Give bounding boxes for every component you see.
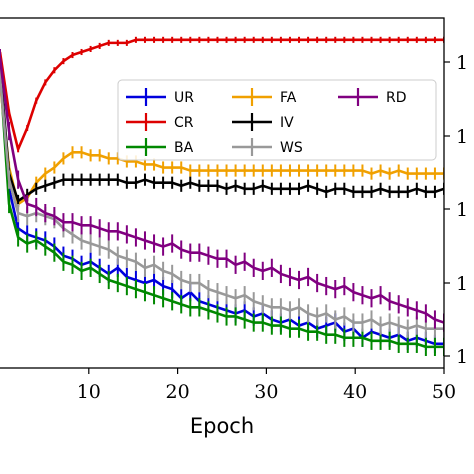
- right-y-axis: 1 1 1 1 1: [444, 52, 468, 368]
- legend-item-cr: CR: [126, 113, 194, 131]
- legend-item-ws: WS: [232, 138, 303, 156]
- legend-label: CR: [174, 115, 194, 131]
- legend-label: IV: [280, 115, 294, 131]
- legend-box: [117, 79, 437, 161]
- legend: UR CR BA FA IV WS RD: [117, 79, 437, 161]
- legend-label: BA: [174, 140, 194, 156]
- x-tick-label: 10: [77, 381, 101, 403]
- x-tick-label: 50: [432, 381, 456, 403]
- legend-item-fa: FA: [232, 88, 297, 106]
- x-tick-label: 40: [343, 381, 367, 403]
- y-tick-label: 1: [456, 126, 468, 148]
- series-line-iv: [0, 67, 444, 203]
- legend-label: RD: [386, 90, 407, 106]
- series-line-ws: [0, 76, 444, 330]
- x-tick-label: 30: [254, 381, 278, 403]
- series-line-fa: [0, 82, 444, 206]
- series-ba: [0, 61, 444, 356]
- plot-frame: [0, 17, 445, 369]
- x-axis-title: Epoch: [190, 414, 254, 438]
- legend-label: UR: [174, 90, 194, 106]
- series-rd: [0, 48, 444, 332]
- y-tick-label: 1: [456, 199, 468, 221]
- legend-item-iv: IV: [232, 113, 294, 131]
- series-cr: [0, 36, 444, 153]
- legend-label: FA: [280, 90, 297, 106]
- series-line-rd: [0, 57, 444, 324]
- legend-item-rd: RD: [338, 88, 407, 106]
- y-tick-label: 1: [456, 346, 468, 368]
- legend-item-ba: BA: [126, 138, 194, 156]
- y-tick-label: 1: [456, 273, 468, 295]
- series-line-ba: [0, 70, 444, 349]
- series-line-ur: [0, 64, 444, 346]
- legend-label: WS: [280, 140, 303, 156]
- x-axis: 10 20 30 40 50: [77, 368, 456, 403]
- y-tick-label: 1: [456, 52, 468, 74]
- series-line-cr: [0, 38, 444, 151]
- plot-area: [0, 36, 444, 356]
- legend-item-ur: UR: [126, 88, 194, 106]
- x-tick-label: 20: [166, 381, 190, 403]
